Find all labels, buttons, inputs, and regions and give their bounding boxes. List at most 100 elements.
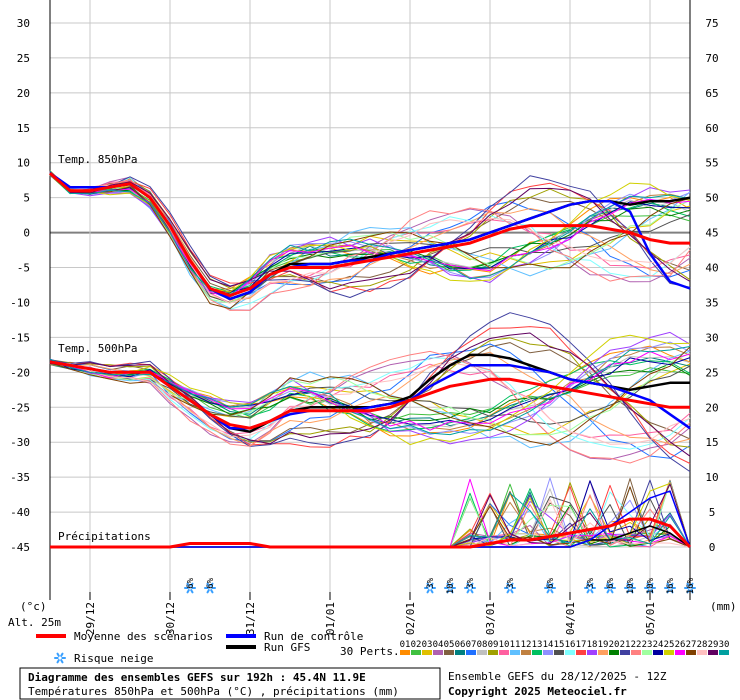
- legend-gfs-swatch: [226, 645, 256, 649]
- snow-risk-label: 6%: [186, 577, 196, 588]
- pert-number: 30: [719, 640, 730, 650]
- pert-line-t850: [49, 171, 691, 301]
- snow-risk-label: 3%: [586, 577, 596, 588]
- snowflake-icon: [664, 582, 676, 594]
- pert-swatch: [466, 650, 476, 655]
- pert-line-t850: [49, 172, 691, 293]
- left-tick-label: 25: [17, 52, 30, 65]
- snow-risk-label: 10%: [446, 577, 456, 594]
- snow-risk-label: 6%: [546, 577, 556, 588]
- pert-swatch: [477, 650, 487, 655]
- pert-number: 02: [411, 640, 422, 650]
- pert-swatch: [664, 650, 674, 655]
- snowflake-center: [588, 586, 592, 590]
- pert-line-t500: [49, 362, 691, 445]
- pert-line-t500: [49, 351, 691, 447]
- left-tick-label: -35: [10, 471, 30, 484]
- pert-line-t500: [49, 332, 691, 457]
- pert-swatch: [653, 650, 663, 655]
- pert-number: 09: [488, 640, 499, 650]
- pert-swatch: [576, 650, 586, 655]
- pert-number: 04: [433, 640, 444, 650]
- snowflake-center: [648, 586, 652, 590]
- right-tick-label: 25: [705, 366, 718, 379]
- snowflake-icon: [624, 582, 636, 594]
- date-label: 02/01: [404, 602, 417, 635]
- left-tick-label: 30: [17, 17, 30, 30]
- pert-number: 10: [499, 640, 510, 650]
- left-tick-label: -20: [10, 366, 30, 379]
- right-tick-label: 5: [709, 506, 716, 519]
- snow-risk-label: 10%: [646, 577, 656, 594]
- pert-number: 03: [422, 640, 433, 650]
- legend-control-label: Run de contrôle: [264, 630, 363, 643]
- right-tick-label: 75: [705, 17, 718, 30]
- pert-number: 26: [675, 640, 686, 650]
- pert-swatch: [565, 650, 575, 655]
- pert-number: 13: [532, 640, 543, 650]
- legend-control-swatch: [226, 634, 256, 638]
- footer-copyright: Copyright 2025 Meteociel.fr: [448, 685, 627, 698]
- left-tick-label: -30: [10, 436, 30, 449]
- pert-number: 20: [609, 640, 620, 650]
- pert-swatch: [697, 650, 707, 655]
- snowflake-center: [688, 586, 692, 590]
- pert-swatch: [587, 650, 597, 655]
- pert-line-t500: [49, 331, 691, 445]
- snow-risk-label: 10%: [626, 577, 636, 594]
- series-line-t500: [49, 360, 690, 430]
- pert-line-t500: [49, 334, 691, 446]
- pert-number: 24: [653, 640, 664, 650]
- snowflake-center: [508, 586, 512, 590]
- left-tick-label: -40: [10, 506, 30, 519]
- pert-number: 19: [598, 640, 609, 650]
- snowflake-center: [548, 586, 552, 590]
- snowflake-center: [608, 586, 612, 590]
- footer-box: [19, 667, 441, 700]
- pert-number: 11: [510, 640, 521, 650]
- pert-number: 01: [400, 640, 411, 650]
- pert-line-t850: [49, 174, 691, 310]
- pert-swatch: [422, 650, 432, 655]
- right-unit-label: (mm): [710, 600, 737, 613]
- date-label: 01/01: [324, 602, 337, 635]
- snow-risk-label: 3%: [506, 577, 516, 588]
- pert-number: 18: [587, 640, 598, 650]
- pert-swatch: [521, 650, 531, 655]
- snow-risk-label: 3%: [426, 577, 436, 588]
- pert-line-t500: [49, 360, 691, 432]
- pert-number: 05: [444, 640, 455, 650]
- snow-risk-label: 16%: [686, 577, 696, 594]
- snowflake-icon: [684, 582, 696, 594]
- series-line-precip: [50, 517, 692, 549]
- right-tick-label: 30: [705, 331, 718, 344]
- right-tick-label: 65: [705, 87, 718, 100]
- right-tick-label: 0: [709, 541, 716, 554]
- pert-swatch: [455, 650, 465, 655]
- perturbation-legend: 01 02 03 04 05 06 07 08 09 10 11 12 13 14 15 16 17 18 19 20…: [400, 640, 730, 655]
- right-tick-label: 50: [705, 192, 718, 205]
- pert-swatch: [433, 650, 443, 655]
- pert-number: 23: [642, 640, 653, 650]
- pert-line-t850: [49, 171, 691, 290]
- left-tick-label: 15: [17, 122, 30, 135]
- footer-subtitle: Températures 850hPa et 500hPa (°C) , pré…: [28, 685, 399, 698]
- left-tick-label: 5: [23, 192, 30, 205]
- snowflake-center: [468, 586, 472, 590]
- right-tick-label: 10: [705, 471, 718, 484]
- snowflake-icon: [54, 652, 66, 664]
- right-tick-label: 45: [705, 227, 718, 240]
- left-unit-label: (°c): [20, 600, 47, 613]
- footer-title: Diagramme des ensembles GEFS sur 192h : …: [28, 671, 366, 684]
- series-line-t850: [49, 172, 690, 297]
- pert-line-t500: [49, 354, 691, 460]
- pert-number: 08: [477, 640, 488, 650]
- pert-swatch: [400, 650, 410, 655]
- pert-swatch: [532, 650, 542, 655]
- pert-swatch: [719, 650, 729, 655]
- right-tick-label: 40: [705, 262, 718, 275]
- snowflake-icon: [424, 582, 436, 594]
- pert-swatch: [411, 650, 421, 655]
